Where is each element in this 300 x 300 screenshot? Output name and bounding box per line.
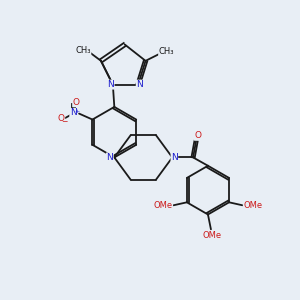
Text: CH₃: CH₃: [159, 47, 174, 56]
Text: N: N: [136, 80, 143, 89]
Text: OMe: OMe: [243, 201, 262, 210]
Text: N: N: [171, 153, 178, 162]
Text: CH₃: CH₃: [75, 46, 91, 55]
Text: OMe: OMe: [154, 201, 172, 210]
Text: +: +: [74, 109, 80, 114]
Text: O: O: [194, 131, 201, 140]
Text: OMe: OMe: [203, 231, 222, 240]
Text: −: −: [61, 117, 68, 126]
Text: O: O: [73, 98, 80, 107]
Text: N: N: [106, 153, 113, 162]
Text: O: O: [58, 114, 65, 123]
Text: N: N: [70, 109, 76, 118]
Text: N: N: [107, 80, 114, 89]
